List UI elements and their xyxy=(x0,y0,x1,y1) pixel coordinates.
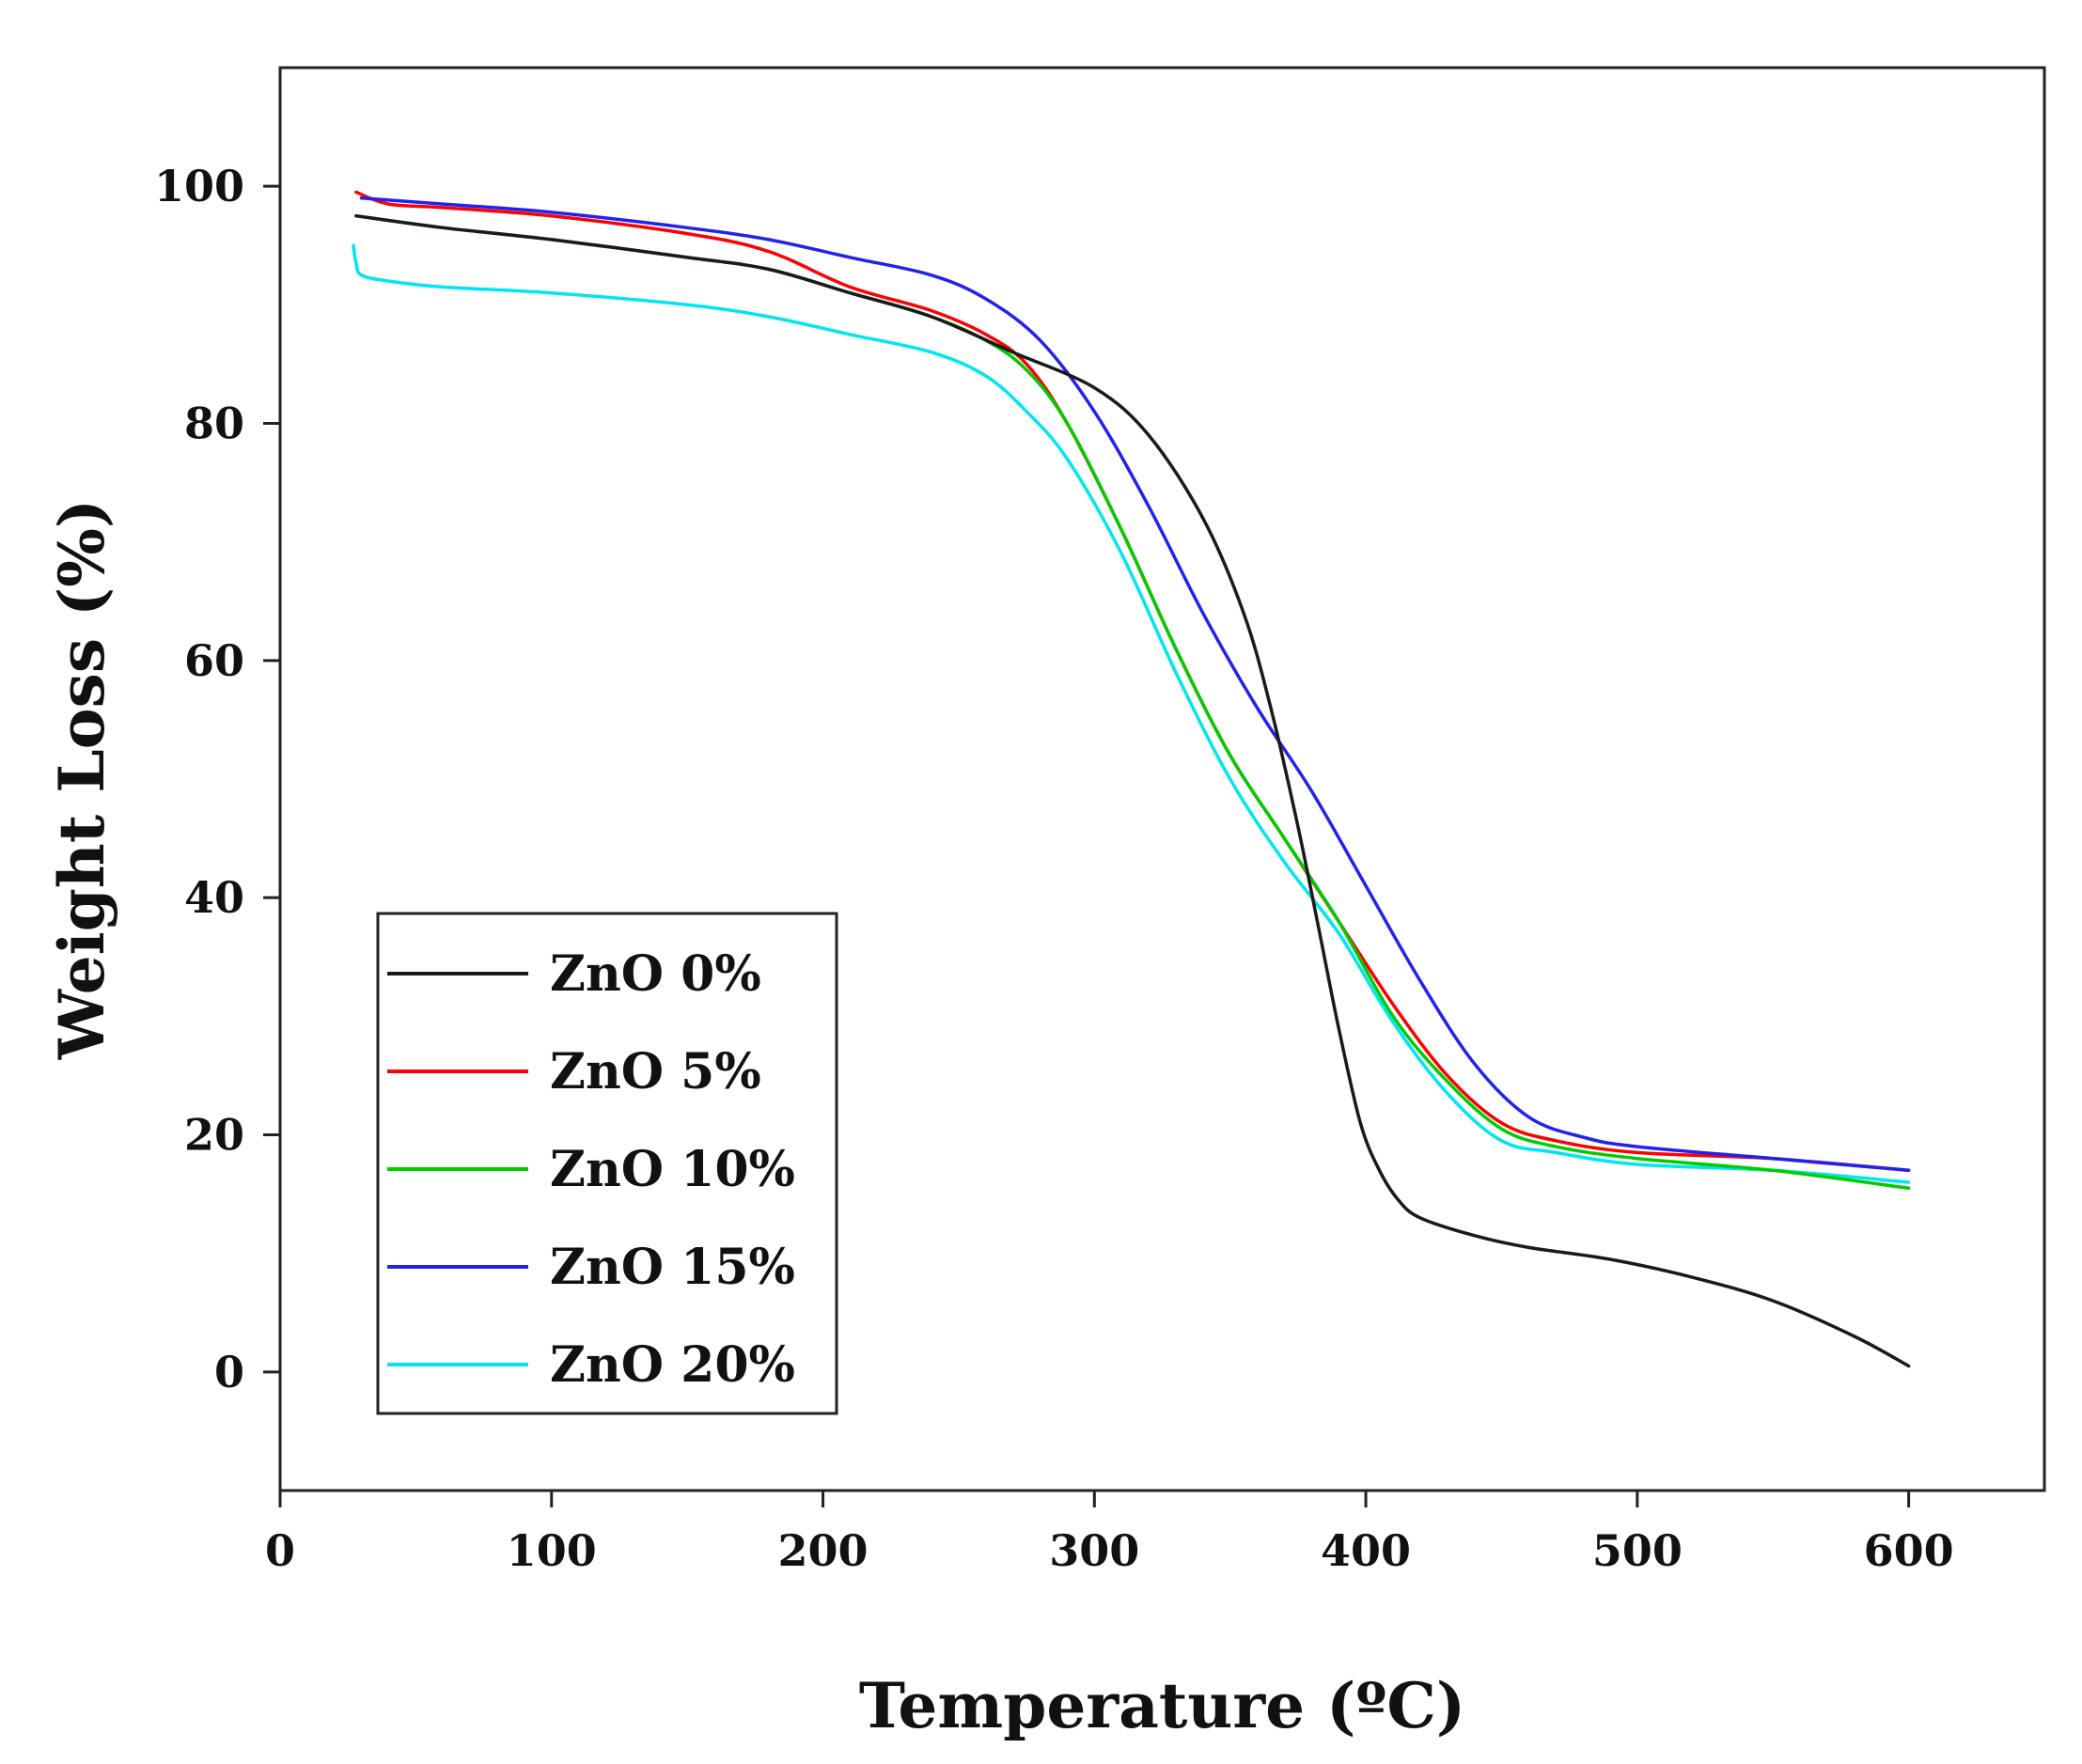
axes: 0 100 200 300 400 500 600 0 20 40 60 80 100 Temperatu… xyxy=(45,66,2046,1742)
y-tick-label: 0 xyxy=(214,1347,244,1397)
series-line-zno-15 xyxy=(359,196,1911,1173)
y-tick-label: 20 xyxy=(184,1110,244,1161)
legend-label: ZnO 10% xyxy=(550,1141,795,1198)
y-tick-label: 40 xyxy=(184,872,244,923)
x-tick-label: 0 xyxy=(265,1525,295,1576)
x-axis-title: Temperature (ºC) xyxy=(859,1669,1465,1742)
series-line-zno-0 xyxy=(354,213,1911,1368)
plot-frame xyxy=(278,66,2046,1492)
legend-label: ZnO 5% xyxy=(550,1043,761,1101)
y-tick-label: 80 xyxy=(184,398,244,449)
x-tick-label: 400 xyxy=(1321,1525,1411,1576)
y-tick-label: 60 xyxy=(184,635,244,686)
x-tick-label: 500 xyxy=(1592,1525,1683,1576)
x-tick-label: 200 xyxy=(778,1525,869,1576)
x-tick-label: 300 xyxy=(1049,1525,1139,1576)
series-lines xyxy=(352,190,1911,1368)
x-tick-label: 100 xyxy=(507,1525,597,1576)
legend: ZnO 0% ZnO 5% ZnO 10% ZnO 15% ZnO 20% xyxy=(376,912,838,1415)
x-tick-label: 600 xyxy=(1864,1525,1954,1576)
legend-box xyxy=(376,912,838,1415)
legend-label: ZnO 0% xyxy=(550,945,761,1003)
series-line-zno-20 xyxy=(352,243,1911,1184)
legend-label: ZnO 15% xyxy=(550,1239,795,1296)
y-axis-title: Weight Loss (%) xyxy=(45,499,118,1060)
y-tick-label: 100 xyxy=(154,161,244,211)
legend-label: ZnO 20% xyxy=(550,1336,795,1394)
